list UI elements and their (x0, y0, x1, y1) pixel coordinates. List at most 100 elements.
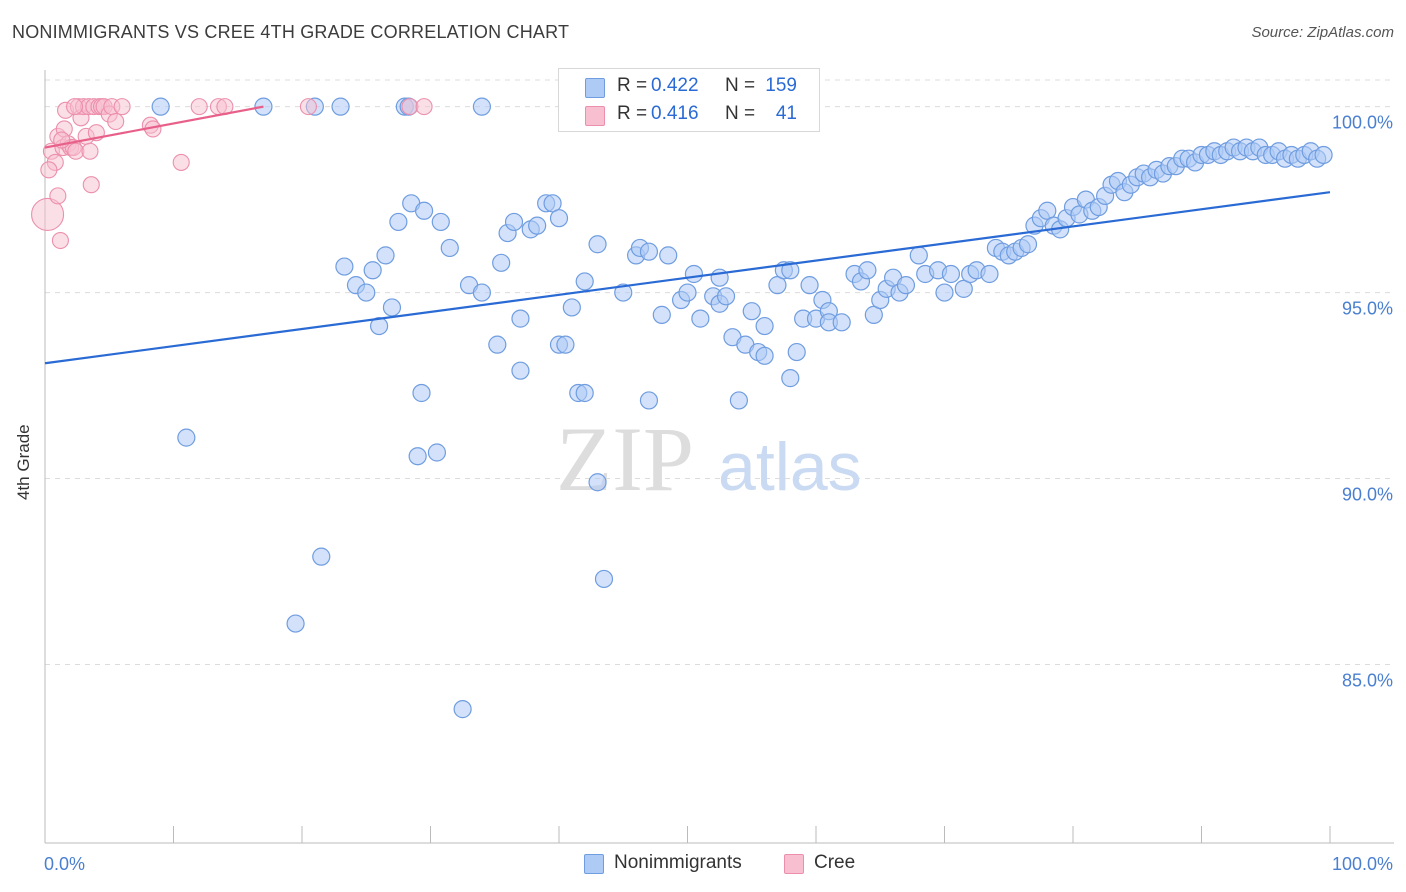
nonimmigrants-point (511, 309, 530, 328)
nonimmigrants-point (652, 305, 671, 324)
nonimmigrants-point (408, 447, 427, 466)
n-label: N = (725, 75, 756, 96)
nonimmigrants-point (639, 391, 659, 410)
nonimmigrants-point (729, 391, 749, 410)
nonimmigrants-point (896, 276, 916, 295)
n-label: N = (725, 103, 756, 124)
nonimmigrants-point (755, 346, 774, 365)
nonimmigrants-swatch (585, 78, 605, 98)
cree-point (66, 98, 84, 116)
nonimmigrants-point (588, 235, 607, 254)
r-value: 0.422 (651, 75, 699, 96)
y-tick-labels: 85.0% 90.0% 95.0% 100.0% (1332, 113, 1393, 691)
nonimmigrants-point (781, 369, 800, 388)
n-value: 41 (775, 103, 797, 124)
nonimmigrants-point (858, 261, 877, 280)
nonimmigrants-point (941, 264, 961, 284)
nonimmigrants-point (562, 298, 581, 317)
nonimmigrants-point (787, 342, 806, 362)
nonimmigrants-point (414, 201, 434, 220)
legend-label: Nonimmigrants (614, 852, 742, 873)
nonimmigrants-point (357, 283, 376, 302)
nonimmigrants-point (312, 547, 331, 566)
watermark-zip: ZIP (556, 408, 694, 510)
nonimmigrants-point (1018, 235, 1038, 254)
nonimmigrants-point (684, 264, 704, 284)
nonimmigrants-point (781, 261, 800, 280)
nonimmigrants-point (755, 316, 774, 336)
nonimmigrants-point (549, 209, 569, 228)
nonimmigrants-point (528, 216, 547, 235)
n-value: 159 (765, 75, 797, 96)
nonimmigrants-point (151, 97, 170, 116)
nonimmigrants-point (575, 383, 594, 403)
nonimmigrants-point (935, 283, 954, 302)
nonimmigrants-point (716, 287, 736, 306)
nonimmigrants-point (504, 212, 524, 232)
r-label: R = (617, 103, 648, 124)
nonimmigrants-point (376, 246, 395, 265)
series-cree-points (31, 98, 433, 250)
nonimmigrants-point (614, 283, 633, 302)
legend-label: Cree (814, 852, 856, 873)
nonimmigrants-point (177, 428, 196, 447)
cree-trend-line (44, 105, 264, 149)
x-tick-label: 0.0% (44, 854, 85, 874)
nonimmigrants-swatch (584, 854, 604, 874)
nonimmigrants-point (556, 335, 575, 354)
cree-point (190, 98, 208, 116)
cree-point (82, 176, 100, 194)
cree-point (172, 153, 190, 171)
cree-point (107, 112, 125, 131)
nonimmigrants-point (678, 283, 697, 302)
nonimmigrants-point (363, 261, 382, 280)
nonimmigrants-point (1314, 145, 1333, 165)
nonimmigrants-trend-line (44, 191, 1331, 365)
nonimmigrants-point (800, 276, 819, 295)
nonimmigrants-point (511, 361, 530, 380)
r-label: R = (617, 75, 648, 96)
nonimmigrants-point (588, 473, 607, 492)
y-tick-label: 90.0% (1342, 485, 1393, 505)
nonimmigrants-point (427, 443, 447, 462)
nonimmigrants-point (472, 97, 491, 116)
nonimmigrants-point (286, 614, 305, 633)
cree-point (81, 142, 99, 160)
nonimmigrants-point (691, 309, 710, 328)
cree-swatch (784, 854, 804, 874)
trend-lines (44, 105, 1331, 365)
legend-row-nonimmigrants: R = 0.422 N = 159 (559, 73, 819, 101)
nonimmigrants-point (440, 238, 459, 258)
chart-source: Source: ZipAtlas.com (1251, 24, 1394, 41)
nonimmigrants-point (980, 264, 999, 284)
nonimmigrants-point (431, 212, 450, 232)
nonimmigrants-point (370, 316, 389, 336)
nonimmigrants-point (492, 253, 511, 272)
cree-swatch (585, 106, 605, 126)
nonimmigrants-point (594, 569, 614, 589)
cree-point (49, 187, 67, 205)
nonimmigrants-point (331, 97, 350, 116)
y-axis-label: 4th Grade (14, 424, 33, 500)
y-tick-label: 95.0% (1342, 299, 1393, 319)
nonimmigrants-point (909, 246, 928, 265)
nonimmigrants-point (742, 302, 761, 321)
cree-point (51, 231, 69, 250)
nonimmigrants-point (659, 246, 678, 265)
y-tick-label: 85.0% (1342, 670, 1393, 690)
nonimmigrants-point (472, 283, 491, 302)
x-tick-label: 100.0% (1332, 854, 1393, 874)
y-tick-label: 100.0% (1332, 113, 1393, 133)
nonimmigrants-point (382, 298, 402, 317)
chart-title: NONIMMIGRANTS VS CREE 4TH GRADE CORRELAT… (12, 22, 570, 42)
nonimmigrants-point (488, 335, 507, 354)
watermark: ZIP atlas (556, 408, 862, 510)
nonimmigrants-point (453, 700, 472, 719)
cree-point (113, 98, 131, 116)
r-value: 0.416 (651, 103, 699, 124)
nonimmigrants-point (575, 272, 594, 291)
cree-point (40, 161, 58, 179)
legend-row-cree: R = 0.416 N = 41 (559, 101, 819, 129)
correlation-legend: R = 0.422 N = 159 R = 0.416 N = 41 (558, 68, 820, 132)
